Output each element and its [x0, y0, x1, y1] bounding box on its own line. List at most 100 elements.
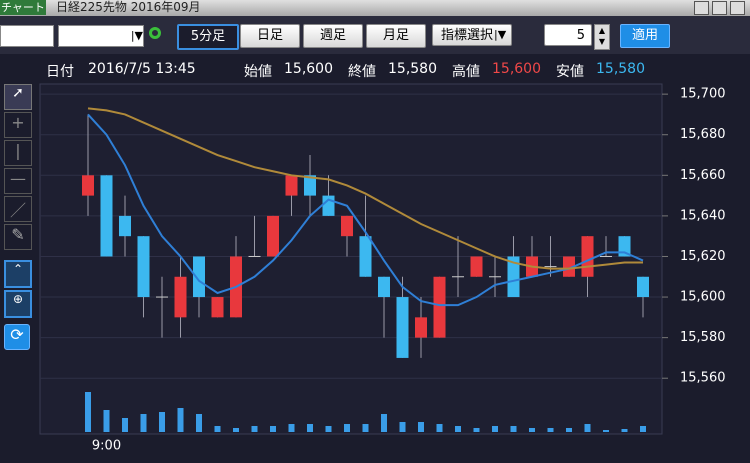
tool-button[interactable]: ⌃: [4, 260, 32, 288]
candle-body: [267, 215, 279, 257]
candle-body: [452, 276, 464, 278]
tool-palette: ➚ + | — ／ ✎ ⌃ ⊕ ⟳: [4, 84, 32, 354]
period-button[interactable]: 月足: [366, 24, 426, 48]
volume-bar: [381, 414, 387, 432]
x-tick-label: 9:00: [92, 439, 121, 454]
period-button[interactable]: 日足: [240, 24, 300, 48]
y-tick-label: 15,640: [680, 208, 726, 223]
volume-bar: [455, 426, 461, 432]
volume-bar: [233, 428, 239, 432]
info-date: 2016/7/5 13:45: [88, 61, 196, 77]
y-tick-label: 15,560: [680, 371, 726, 386]
candle-body: [544, 266, 557, 268]
info-value: 15,600: [492, 61, 541, 77]
window-controls[interactable]: [694, 1, 748, 15]
symbol-input[interactable]: [0, 25, 54, 47]
volume-bar: [177, 408, 184, 432]
candle-body: [470, 256, 483, 277]
candle-body: [119, 215, 131, 237]
moving-average-line: [87, 113, 644, 307]
volume-bar: [436, 424, 443, 432]
volume-bar: [214, 426, 221, 432]
candle-body: [193, 256, 205, 298]
volume-bar: [640, 426, 646, 432]
info-value: 15,600: [284, 61, 333, 77]
indicator-select[interactable]: 指標選択: [432, 24, 512, 46]
volume-bar: [251, 426, 258, 432]
candle-body: [396, 297, 409, 358]
y-tick-label: 15,680: [680, 127, 726, 142]
candle-body: [378, 276, 390, 298]
info-label: 終値: [348, 64, 376, 80]
volume-bar: [584, 424, 591, 432]
candle-body: [581, 236, 594, 277]
tool-button[interactable]: ⊕: [4, 290, 32, 318]
volume-bar: [399, 422, 406, 432]
spinner[interactable]: ▲ ▼: [594, 24, 610, 50]
info-value: 15,580: [596, 61, 645, 77]
volume-bar: [288, 424, 295, 432]
volume-bar: [122, 418, 128, 432]
candle-body: [563, 256, 575, 277]
info-label: 高値: [452, 64, 480, 80]
candle-body: [489, 276, 501, 278]
y-tick-label: 15,620: [680, 249, 726, 264]
volume-bar: [159, 412, 165, 432]
candle-body: [507, 256, 520, 298]
candle-body: [100, 175, 113, 257]
candle-body: [285, 175, 298, 196]
volume-bar: [270, 426, 276, 432]
volume-bar: [344, 424, 350, 432]
tool-button[interactable]: ✎: [4, 224, 32, 250]
candle-body: [341, 215, 353, 237]
candle-body: [637, 276, 649, 298]
volume-bar: [621, 429, 628, 432]
candle-body: [82, 175, 94, 196]
volume-bar: [603, 430, 609, 432]
tool-button[interactable]: |: [4, 140, 32, 166]
volume-bar: [529, 428, 535, 432]
dropdown[interactable]: |▼: [58, 25, 144, 47]
window-title: チャート: [0, 0, 46, 15]
candle-body: [156, 296, 168, 298]
candle-body: [174, 276, 187, 318]
volume-bar: [566, 428, 572, 432]
volume-bar: [85, 392, 91, 432]
info-label: 始値: [244, 64, 272, 80]
volume-bar: [418, 422, 424, 432]
info-label: 安値: [556, 64, 584, 80]
candle-body: [248, 255, 261, 257]
volume-bar: [196, 414, 202, 432]
tool-button[interactable]: —: [4, 168, 32, 194]
refresh-button[interactable]: ⟳: [4, 324, 30, 350]
y-tick-label: 15,600: [680, 290, 726, 305]
y-tick-label: 15,660: [680, 168, 726, 183]
candle-body: [304, 175, 316, 196]
volume-bar: [140, 414, 147, 432]
y-tick-label: 15,580: [680, 330, 726, 345]
period-button[interactable]: 5分足: [177, 24, 239, 50]
volume-bar: [492, 426, 498, 432]
candle-body: [415, 317, 427, 338]
title-bar: [0, 0, 750, 16]
candle-body: [618, 236, 631, 257]
info-value: 15,580: [388, 61, 437, 77]
candle-body: [433, 276, 446, 338]
moving-average-line: [87, 107, 643, 270]
volume-bar: [307, 424, 313, 432]
count-input[interactable]: 5: [544, 24, 592, 46]
dropdown-arrow: |▼: [494, 28, 507, 41]
tool-button[interactable]: ➚: [4, 84, 32, 110]
candle-body: [137, 236, 150, 298]
volume-bar: [362, 424, 369, 432]
apply-button[interactable]: 適用: [620, 24, 670, 48]
candle-body: [359, 236, 372, 277]
candle-body: [600, 255, 612, 257]
tool-button[interactable]: +: [4, 112, 32, 138]
search-icon[interactable]: [149, 27, 161, 39]
y-tick-label: 15,700: [680, 87, 726, 102]
period-button[interactable]: 週足: [303, 24, 363, 48]
tool-button[interactable]: ／: [4, 196, 32, 222]
